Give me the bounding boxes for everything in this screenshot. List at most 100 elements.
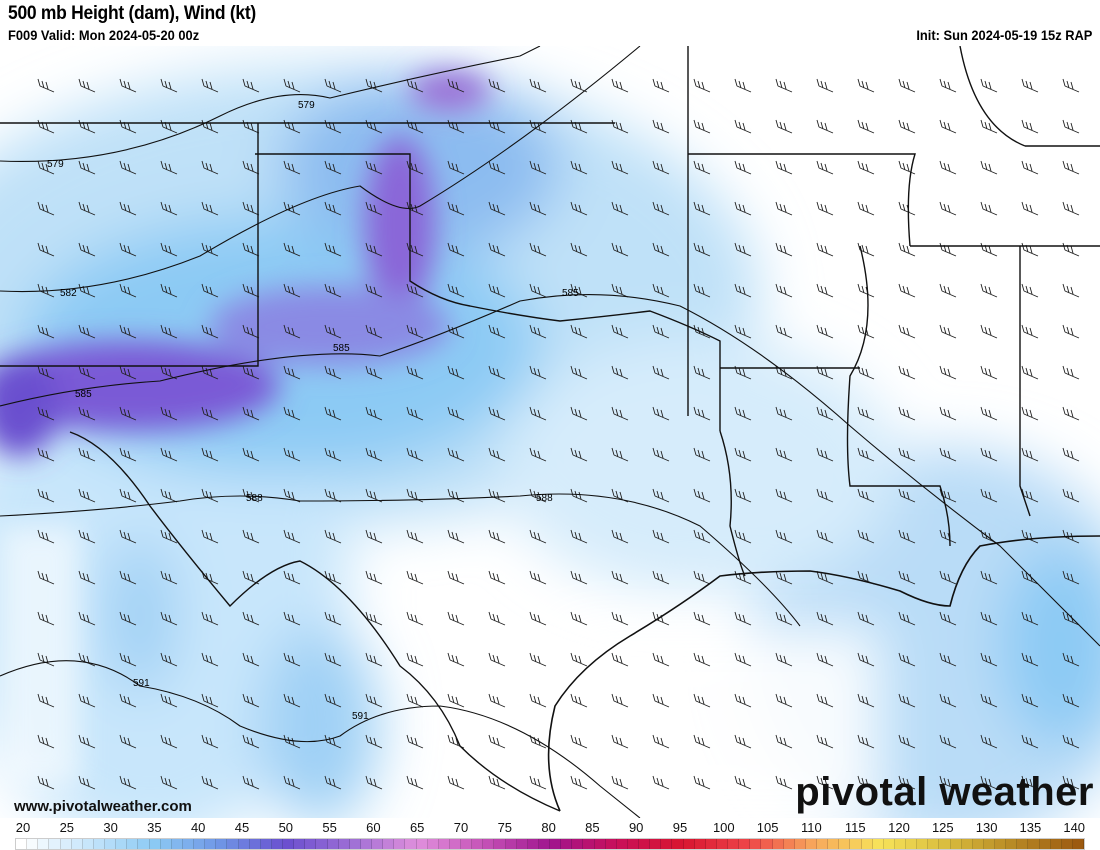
colorbar-swatch [271, 839, 283, 849]
wind-barb [898, 652, 916, 667]
wind-barb [488, 734, 506, 749]
wind-barb [324, 201, 342, 216]
wind-barb [242, 283, 260, 298]
colorbar-swatch [149, 839, 161, 849]
wind-barb [160, 652, 178, 667]
colorbar-tick-label: 120 [888, 820, 910, 835]
wind-barb [529, 570, 547, 585]
wind-barb [529, 611, 547, 626]
wind-barb [1021, 447, 1039, 462]
colorbar-swatch [105, 839, 117, 849]
wind-barb [529, 775, 547, 790]
wind-barb [119, 611, 137, 626]
wind-barb [939, 775, 957, 790]
colorbar-swatch [850, 839, 862, 849]
wind-barb [119, 570, 137, 585]
wind-barb [857, 529, 875, 544]
colorbar-swatch [127, 839, 139, 849]
wind-barb [488, 447, 506, 462]
contour-label: 588 [536, 493, 553, 504]
wind-barb [611, 406, 629, 421]
wind-barb [242, 775, 260, 790]
wind-barb [119, 283, 137, 298]
wind-barb [78, 529, 96, 544]
wind-barb [1021, 283, 1039, 298]
wind-barb [775, 283, 793, 298]
colorbar-swatch [728, 839, 740, 849]
website-url[interactable]: www.pivotalweather.com [14, 798, 192, 815]
colorbar-swatch [160, 839, 172, 849]
wind-barb [406, 734, 424, 749]
colorbar-swatch [594, 839, 606, 849]
colorbar-swatch [182, 839, 194, 849]
wind-barb [652, 201, 670, 216]
colorbar-swatch [872, 839, 884, 849]
wind-barb [611, 201, 629, 216]
wind-barb [488, 775, 506, 790]
wind-barb [570, 242, 588, 257]
wind-barb [242, 734, 260, 749]
wind-barb [201, 406, 219, 421]
colorbar-swatch [27, 839, 39, 849]
colorbar-swatch [750, 839, 762, 849]
colorbar-swatch [716, 839, 728, 849]
colorbar-swatch [694, 839, 706, 849]
wind-barb [816, 775, 834, 790]
wind-barb [611, 734, 629, 749]
colorbar-swatch [561, 839, 573, 849]
wind-barb [775, 365, 793, 380]
colorbar-swatch [249, 839, 261, 849]
wind-barb [365, 488, 383, 503]
colorbar-swatch [305, 839, 317, 849]
wind-barb [242, 611, 260, 626]
wind-barb [37, 611, 55, 626]
colorbar-swatch [761, 839, 773, 849]
wind-barb [447, 201, 465, 216]
wind-barb [78, 324, 96, 339]
wind-barb [570, 652, 588, 667]
wind-barb [37, 242, 55, 257]
colorbar-swatch [360, 839, 372, 849]
wind-barb [37, 652, 55, 667]
wind-barb [693, 447, 711, 462]
wind-barb [242, 406, 260, 421]
wind-barb [78, 78, 96, 93]
state-borders [0, 46, 1100, 812]
wind-barb [980, 611, 998, 626]
colorbar-swatch [672, 839, 684, 849]
wind-max-fill [0, 71, 490, 456]
wind-barb [1021, 78, 1039, 93]
wind-barb [365, 529, 383, 544]
wind-barb [37, 160, 55, 175]
wind-barb [447, 775, 465, 790]
wind-barb [693, 611, 711, 626]
wind-barb [693, 406, 711, 421]
wind-barb [611, 652, 629, 667]
weather-map[interactable]: 579 579 582 585 585 585 588 588 591 591 [0, 46, 1100, 818]
colorbar-swatch [71, 839, 83, 849]
wind-barb [1021, 734, 1039, 749]
colorbar-swatch [650, 839, 662, 849]
wind-barb [119, 78, 137, 93]
wind-barb [898, 488, 916, 503]
colorbar-swatch [805, 839, 817, 849]
wind-barb [447, 611, 465, 626]
wind-barb [939, 693, 957, 708]
wind-barb [1021, 406, 1039, 421]
wind-barb [365, 611, 383, 626]
contour-label: 579 [47, 159, 64, 170]
wind-barb [734, 365, 752, 380]
wind-barb [1021, 529, 1039, 544]
wind-barb [242, 693, 260, 708]
wind-barb [611, 447, 629, 462]
wind-barb [365, 734, 383, 749]
wind-barb [365, 406, 383, 421]
wind-barb [242, 78, 260, 93]
wind-barb [78, 242, 96, 257]
colorbar-swatch [794, 839, 806, 849]
wind-barb [857, 78, 875, 93]
wind-barb [529, 365, 547, 380]
wind-barb [734, 488, 752, 503]
colorbar-tick-label: 95 [672, 820, 688, 835]
wind-barb [816, 119, 834, 134]
